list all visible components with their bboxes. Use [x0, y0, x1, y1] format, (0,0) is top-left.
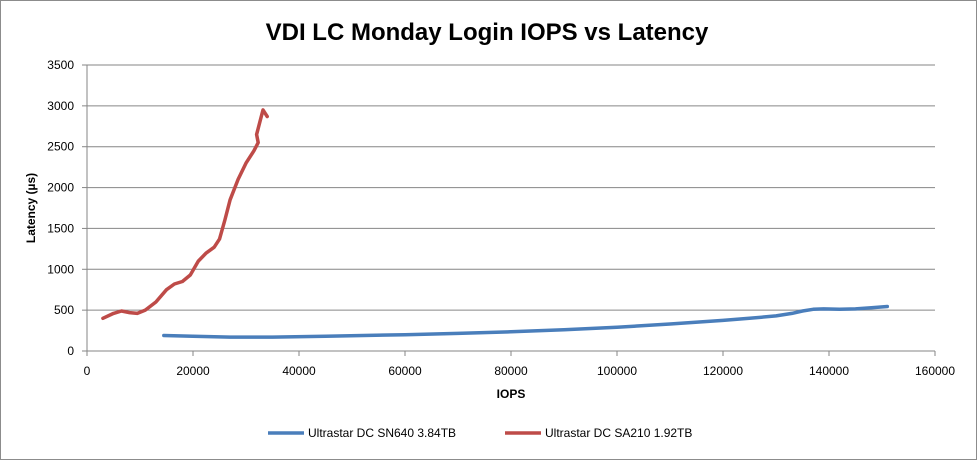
x-tick-label: 80000 [494, 364, 528, 378]
legend-label-1: Ultrastar DC SN640 3.84TB [308, 426, 456, 440]
y-tick-label: 3500 [47, 58, 74, 72]
y-tick-label: 3000 [47, 99, 74, 113]
y-tick-label: 2500 [47, 140, 74, 154]
y-tick-label: 0 [67, 344, 74, 358]
x-tick-label: 20000 [176, 364, 210, 378]
x-tick-label: 40000 [282, 364, 316, 378]
tick-labels: 0 500 1000 1500 2000 2500 3000 3500 0 20000 40000 6… [47, 58, 955, 378]
x-tick-label: 160000 [915, 364, 955, 378]
x-tick-label: 0 [84, 364, 91, 378]
series-line-2 [101, 108, 269, 321]
series-lines [101, 108, 890, 339]
y-tick-label: 500 [54, 303, 74, 317]
x-tick-label: 100000 [597, 364, 637, 378]
chart-title: VDI LC Monday Login IOPS vs Latency [266, 19, 709, 46]
x-axis-title: IOPS [497, 387, 526, 401]
y-tick-label: 2000 [47, 181, 74, 195]
x-tick-label: 140000 [809, 364, 849, 378]
y-tick-label: 1500 [47, 221, 74, 235]
x-tick-label: 120000 [703, 364, 743, 378]
y-axis-title: Latency (µs) [24, 173, 38, 243]
legend: Ultrastar DC SN640 3.84TB Ultrastar DC SA… [268, 426, 692, 440]
grid-lines [87, 64, 935, 311]
x-tick-label: 60000 [388, 364, 422, 378]
series-line-1 [162, 304, 890, 339]
legend-label-2: Ultrastar DC SA210 1.92TB [545, 426, 692, 440]
y-tick-label: 1000 [47, 262, 74, 276]
